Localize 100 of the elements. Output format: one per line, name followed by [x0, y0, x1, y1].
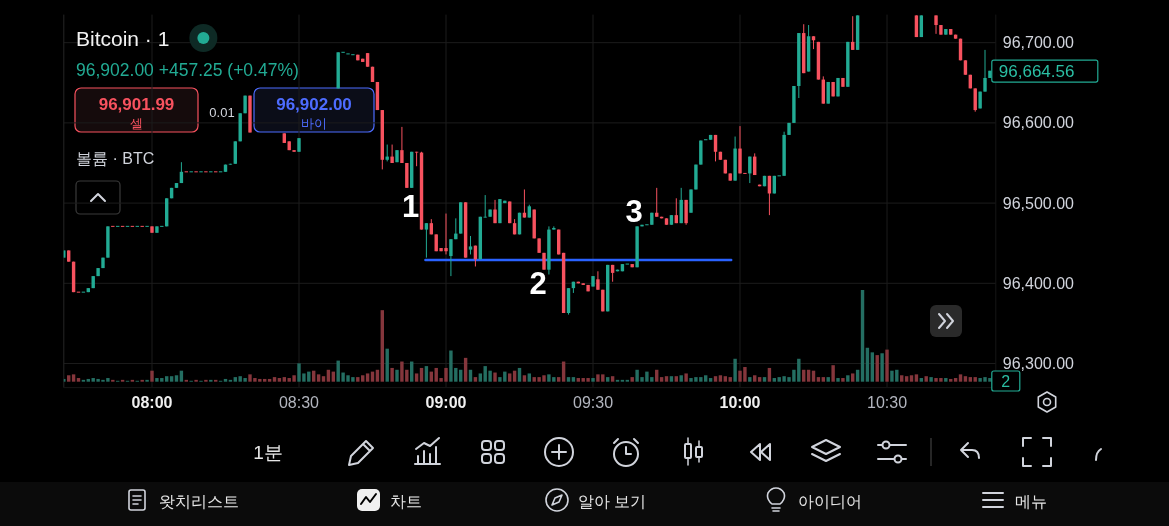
annotation: 1	[401, 188, 420, 224]
candlestick	[684, 199, 688, 226]
bar	[576, 378, 581, 382]
bar	[679, 375, 683, 382]
candlestick	[414, 151, 419, 167]
bar	[395, 369, 399, 382]
bar	[365, 373, 370, 382]
bar	[684, 373, 688, 382]
bar	[880, 353, 884, 382]
bar	[870, 352, 875, 382]
annotation: 셀	[130, 115, 143, 131]
bar	[356, 377, 360, 382]
bar	[944, 378, 948, 382]
bar	[904, 376, 909, 382]
candlestick	[468, 235, 473, 255]
bar	[846, 375, 850, 382]
annotation: 96,901.99	[98, 94, 175, 114]
bar	[674, 376, 678, 382]
bar	[733, 358, 737, 382]
annotation: 2	[529, 265, 547, 301]
text: 차트	[390, 492, 422, 510]
bar	[233, 377, 237, 382]
x-tick-label: 08:00	[131, 393, 173, 411]
bar	[762, 377, 767, 382]
y-tick-label: 96,400.00	[1002, 274, 1075, 292]
annotation: 3	[625, 193, 643, 229]
text: Bitcoin · 1	[76, 26, 170, 50]
bar	[748, 377, 752, 382]
bar	[86, 378, 90, 382]
bar	[836, 378, 840, 382]
bar	[424, 366, 429, 382]
bar	[282, 377, 287, 382]
text: 메뉴	[1015, 492, 1047, 510]
bar	[150, 370, 154, 382]
bar	[753, 375, 757, 382]
bar	[76, 378, 81, 382]
candlestick	[233, 140, 237, 165]
bar	[708, 378, 713, 382]
bar	[968, 377, 973, 382]
text: 96,902.00 +457.25 (+0.47%)	[76, 60, 299, 80]
bar	[508, 373, 512, 382]
text: 알아 보기	[578, 492, 647, 510]
bar	[165, 376, 169, 382]
y-tick-label: 96,600.00	[1002, 114, 1075, 132]
bar	[586, 378, 590, 382]
bar	[449, 350, 453, 382]
bar	[831, 365, 835, 382]
annotation: 0.01	[209, 104, 235, 120]
text: 1분	[253, 441, 283, 463]
bar	[223, 378, 228, 382]
bar	[316, 374, 321, 382]
bar	[909, 375, 914, 382]
candlestick	[400, 126, 404, 164]
bar	[900, 375, 904, 382]
candlestick	[449, 238, 453, 277]
bar	[723, 376, 728, 382]
bar	[919, 378, 924, 382]
y-tick-label: 96,700.00	[1002, 34, 1075, 52]
bar	[321, 376, 326, 382]
bar	[493, 372, 497, 382]
bar	[728, 377, 732, 382]
text: 왓치리스트	[159, 492, 239, 510]
bar	[659, 377, 664, 382]
y-tick-label: 96,300.00	[1002, 355, 1075, 373]
x-tick-label: 10:00	[719, 393, 761, 411]
bar	[591, 378, 595, 382]
y-tick-label: 96,500.00	[1002, 194, 1075, 212]
x-tick-label: 09:30	[572, 393, 614, 411]
bar	[924, 376, 928, 382]
candlestick	[689, 188, 693, 214]
bar	[963, 376, 968, 382]
bar	[174, 375, 179, 382]
bar	[973, 377, 977, 382]
candlestick	[424, 222, 429, 259]
bar	[713, 376, 718, 382]
bar	[267, 378, 272, 382]
bar	[953, 378, 958, 382]
bar	[630, 377, 634, 382]
x-tick-label: 10:30	[866, 393, 908, 411]
x-tick-label: 08:30	[278, 393, 320, 411]
bar	[664, 376, 669, 382]
bar	[473, 377, 478, 382]
bar	[851, 373, 855, 382]
annotation: 바이	[301, 115, 327, 131]
bar	[243, 378, 247, 382]
text: 2	[1001, 372, 1011, 390]
bar	[718, 375, 723, 382]
bar	[958, 374, 963, 382]
candlestick	[522, 188, 527, 219]
bar	[522, 375, 527, 382]
annotation: 96,664.56	[998, 61, 1075, 81]
candlestick	[934, 14, 938, 35]
candlestick	[983, 49, 987, 93]
bar	[841, 378, 845, 382]
bar	[885, 349, 889, 382]
annotation: 볼륨 · BTC	[76, 149, 155, 167]
bar	[414, 373, 419, 382]
candlestick	[596, 270, 600, 291]
bar	[875, 355, 879, 382]
bar	[272, 377, 277, 382]
